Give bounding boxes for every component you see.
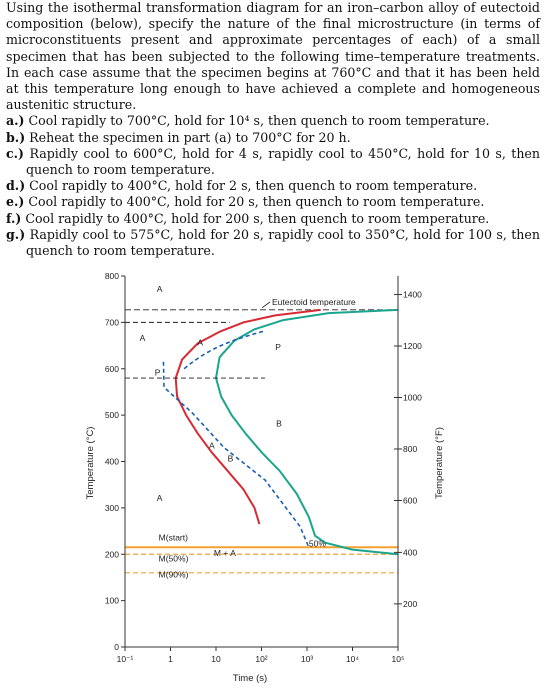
martensite-lines <box>125 546 398 574</box>
problem-item-a: a.) Cool rapidly to 700°C, hold for 10⁴ … <box>6 113 540 129</box>
annotation-label: M(90%) <box>159 569 189 579</box>
item-label: d.) <box>6 178 26 194</box>
item-text: Cool rapidly to 400°C, hold for 200 s, t… <box>25 210 490 226</box>
annotation-label: A <box>140 333 146 343</box>
y2-axis-label: Temperature (°F) <box>434 427 445 499</box>
item-label: c.) <box>6 145 25 161</box>
treatment-path-upper <box>183 329 266 370</box>
annotation-label: P <box>155 368 161 378</box>
x-axis-label: Time (s) <box>233 673 267 684</box>
axes <box>121 275 402 651</box>
y2-tick-label: 1200 <box>403 341 422 351</box>
eutectoid-arrow <box>261 301 271 309</box>
problem-statement: Using the isothermal transformation diag… <box>6 0 540 259</box>
problem-item-f: f.) Cool rapidly to 400°C, hold for 200 … <box>6 211 540 227</box>
item-label: b.) <box>6 129 26 145</box>
problem-item-b: b.) Reheat the specimen in part (a) to 7… <box>6 130 540 146</box>
tick-labels: 0100200300400500600700800140012001000800… <box>105 271 422 664</box>
item-text: Reheat the specimen in part (a) to 700°C… <box>29 129 351 145</box>
y2-tick-label: 1000 <box>403 393 422 403</box>
problem-item-d: d.) Cool rapidly to 400°C, hold for 2 s,… <box>6 178 540 194</box>
problem-item-g: g.) Rapidly cool to 575°C, hold for 20 s… <box>6 227 540 259</box>
annotation-label: M(50%) <box>159 554 189 564</box>
annotation-label: A <box>197 338 203 348</box>
item-label: f.) <box>6 210 22 226</box>
annotation-label: A <box>157 493 163 503</box>
annotation-label: B <box>276 419 282 429</box>
y2-tick-label: 400 <box>403 547 417 557</box>
item-text: Cool rapidly to 400°C, hold for 20 s, th… <box>28 194 485 210</box>
gridlines <box>125 301 398 311</box>
x-tick-label: 10⁵ <box>392 654 405 664</box>
x-tick-label: 1 <box>168 654 173 664</box>
x-tick-label: 10⁻¹ <box>117 654 134 664</box>
y-tick-label: 800 <box>105 271 119 281</box>
item-label: a.) <box>6 113 25 129</box>
annotation-label: M + A <box>214 548 236 558</box>
y2-tick-label: 800 <box>403 444 417 454</box>
y-tick-label: 500 <box>105 410 119 420</box>
problem-item-c: c.) Rapidly cool to 600°C, hold for 4 s,… <box>6 146 540 178</box>
annotations: A A A P P B A B A M(start) M + A 50% M(50%) M(90%) <box>140 284 327 579</box>
annotation-label: B <box>228 454 234 464</box>
finish-curve <box>215 308 399 556</box>
y2-tick-label: 1400 <box>403 290 422 300</box>
y-tick-label: 300 <box>105 503 119 513</box>
y-axis-label: Temperature (°C) <box>85 427 96 500</box>
y-tick-label: 700 <box>105 317 119 327</box>
problem-intro: Using the isothermal transformation diag… <box>6 0 540 113</box>
y2-tick-label: 600 <box>403 495 417 505</box>
treatment-paths <box>125 321 310 548</box>
x-tick-label: 10⁴ <box>346 654 359 664</box>
y2-tick-label: 200 <box>403 599 417 609</box>
item-text: Rapidly cool to 575°C, hold for 20 s, ra… <box>26 226 540 259</box>
item-text: Cool rapidly to 400°C, hold for 2 s, the… <box>29 178 478 194</box>
x-tick-label: 10 <box>211 654 221 664</box>
eutectoid-label: Eutectoid temperature <box>272 297 356 307</box>
transformation-curves <box>174 308 399 556</box>
x-tick-label: 10² <box>255 654 267 664</box>
annotation-label: A <box>209 441 215 451</box>
annotation-label: P <box>275 342 281 352</box>
item-label: e.) <box>6 194 25 210</box>
y-tick-label: 400 <box>105 457 119 467</box>
item-text: Cool rapidly to 700°C, hold for 10⁴ s, t… <box>28 113 490 129</box>
start-curve <box>174 308 321 525</box>
y-tick-label: 0 <box>114 642 119 652</box>
annotation-label: A <box>157 284 163 294</box>
y-tick-label: 600 <box>105 364 119 374</box>
annotation-label: 50% <box>309 538 326 548</box>
item-label: g.) <box>6 226 26 242</box>
annotation-label: M(start) <box>159 532 188 542</box>
problem-items: a.) Cool rapidly to 700°C, hold for 10⁴ … <box>6 113 540 259</box>
treatment-path-lower <box>162 361 310 548</box>
x-tick-label: 10³ <box>301 654 313 664</box>
item-text: Rapidly cool to 600°C, hold for 4 s, rap… <box>26 145 540 178</box>
y-tick-label: 200 <box>105 549 119 559</box>
problem-item-e: e.) Cool rapidly to 400°C, hold for 20 s… <box>6 194 540 210</box>
y-tick-label: 100 <box>105 596 119 606</box>
